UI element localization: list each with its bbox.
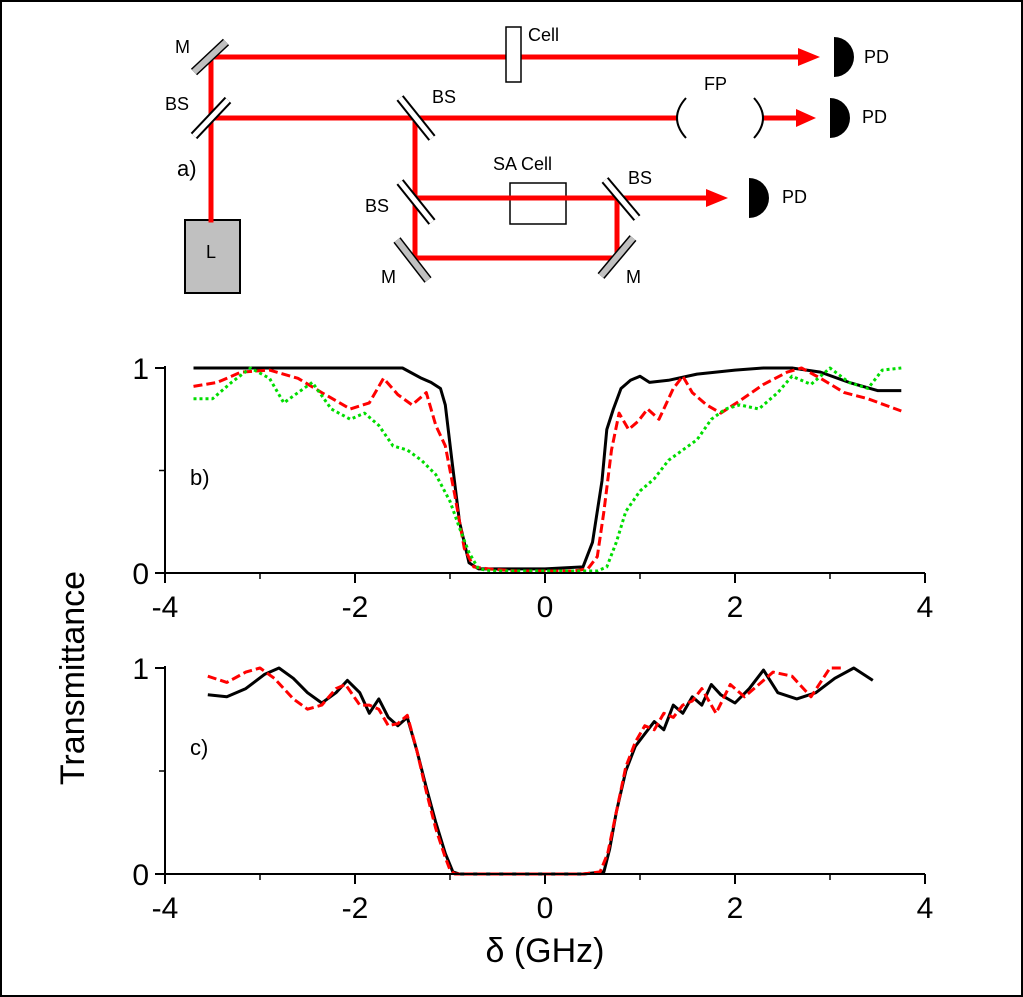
panel-label-b: b) xyxy=(190,465,210,490)
y-tick-label-c-0: 0 xyxy=(132,859,149,892)
x-axis-label-c: δ (GHz) xyxy=(485,932,604,970)
x-tick-label-b-3: 2 xyxy=(727,591,744,624)
y-tick-label-c-1: 1 xyxy=(132,653,149,686)
series-line-c-1 xyxy=(207,666,845,876)
y-tick-label-b-0: 0 xyxy=(132,558,149,591)
x-tick-label-c-4: 4 xyxy=(917,892,934,925)
series-line-b-1 xyxy=(193,366,902,573)
x-tick-label-c-3: 2 xyxy=(727,892,744,925)
x-tick-label-c-1: -2 xyxy=(342,892,369,925)
sa-cell-label: SA Cell xyxy=(493,154,552,174)
x-tick-label-b-4: 4 xyxy=(917,591,934,624)
series-line-b-0 xyxy=(193,366,902,571)
x-tick-label-b-2: 0 xyxy=(537,591,554,624)
bs-left-label: BS xyxy=(165,94,189,114)
mirror-lower-right-label: M xyxy=(626,267,641,287)
x-tick-label-b-1: -2 xyxy=(342,591,369,624)
sa-cell xyxy=(509,182,567,225)
panel-a-label: a) xyxy=(177,156,197,181)
pd-lower xyxy=(749,178,769,218)
pd-lower-label: PD xyxy=(782,187,807,207)
mirror-lower-left-label: M xyxy=(381,267,396,287)
arrow-head-lower xyxy=(706,189,728,207)
pd-top xyxy=(834,37,854,77)
pd-top-label: PD xyxy=(864,47,889,67)
laser-label: L xyxy=(206,242,216,262)
fp-label: FP xyxy=(704,74,727,94)
fp-mirror-left xyxy=(676,97,687,139)
x-tick-label-c-2: 0 xyxy=(537,892,554,925)
bs-mid-label: BS xyxy=(432,87,456,107)
y-axis-label: Transmittance xyxy=(54,571,92,785)
arrow-head-mid xyxy=(796,109,816,127)
fp-mirror-right xyxy=(753,97,764,139)
x-tick-label-c-0: -4 xyxy=(152,892,179,925)
x-tick-label-b-0: -4 xyxy=(152,591,179,624)
mirror-top-label: M xyxy=(175,37,190,57)
y-tick-label-b-1: 1 xyxy=(132,353,149,386)
cell xyxy=(505,26,522,83)
cell-label: Cell xyxy=(528,25,559,45)
series-line-b-2 xyxy=(193,366,902,573)
series-line-c-0 xyxy=(207,666,874,876)
pd-mid-label: PD xyxy=(862,107,887,127)
arrow-head-top xyxy=(798,48,820,66)
pd-mid xyxy=(830,98,850,138)
bs-lower-right-label: BS xyxy=(628,168,652,188)
bs-lower-left-label: BS xyxy=(365,196,389,216)
panel-label-c: c) xyxy=(190,735,208,760)
